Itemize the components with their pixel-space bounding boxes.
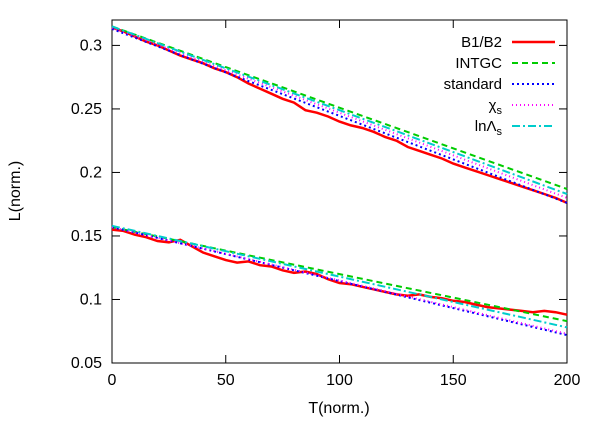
y-tick-label: 0.1 — [80, 291, 102, 308]
legend-label: lnΛs — [475, 118, 503, 138]
legend-label: standard — [444, 76, 502, 93]
series-line-3-upper — [111, 27, 568, 204]
series-line-4-upper — [111, 26, 568, 199]
x-axis-title: T(norm.) — [308, 400, 369, 417]
legend-label: χs — [489, 97, 503, 117]
y-tick-label: 0.3 — [80, 37, 102, 54]
y-axis-title: L(norm.) — [7, 161, 24, 221]
x-tick-label: 50 — [217, 372, 235, 389]
x-tick-label: 200 — [554, 372, 581, 389]
series-line-2-lower — [111, 226, 568, 323]
y-tick-label: 0.25 — [71, 101, 102, 118]
series-line-3-lower — [111, 226, 568, 337]
x-tick-label: 100 — [326, 372, 353, 389]
series-line-5-lower — [111, 224, 568, 329]
y-tick-label: 0.05 — [71, 355, 102, 372]
x-tick-label: 0 — [108, 372, 117, 389]
x-tick-labels: 0 50 100 150 200 — [108, 372, 581, 389]
series-line-5-upper — [111, 25, 568, 195]
plot-area — [111, 19, 568, 364]
y-tick-labels: 0.05 0.1 0.15 0.2 0.25 0.3 — [71, 37, 102, 372]
y-tick-label: 0.2 — [80, 164, 102, 181]
y-tick-label: 0.15 — [71, 228, 102, 245]
legend-label: INTGC — [455, 55, 502, 72]
series-layer — [111, 25, 568, 337]
series-line-1-lower — [111, 228, 568, 316]
legend-label: B1/B2 — [461, 34, 502, 51]
x-tick-label: 150 — [440, 372, 467, 389]
axis-ticks — [111, 20, 568, 364]
